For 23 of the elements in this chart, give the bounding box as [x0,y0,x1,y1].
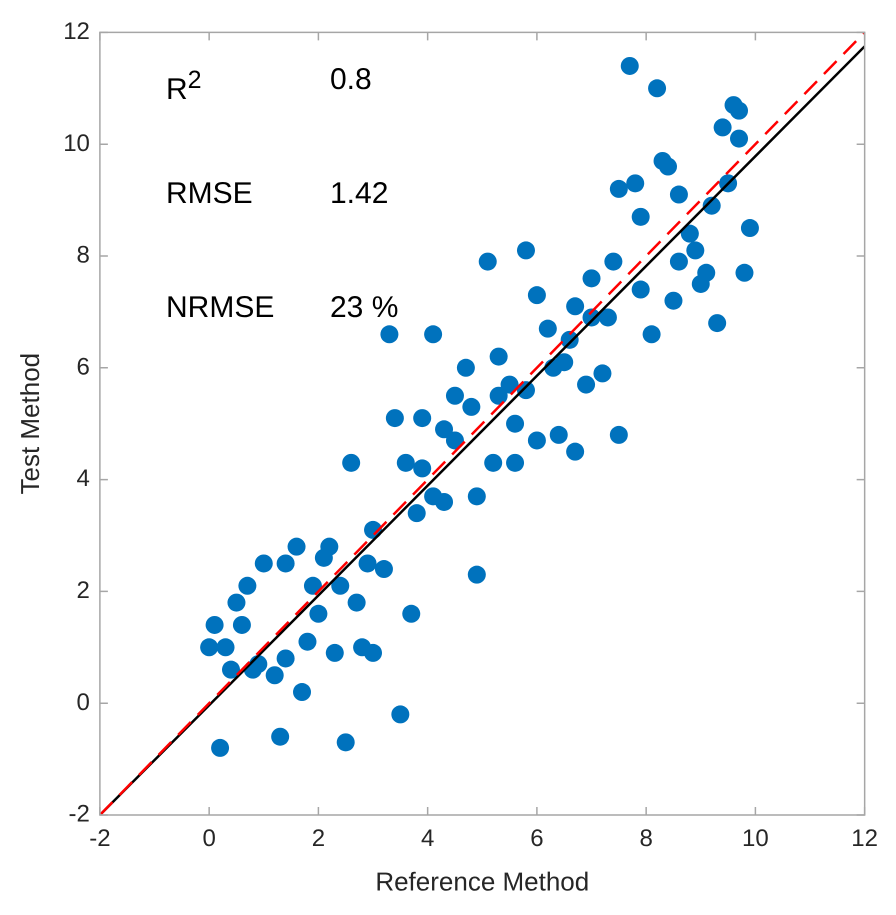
x-tick-label: 0 [202,825,216,852]
x-axis-title: Reference Method [375,866,590,897]
y-tick-label: -2 [68,800,90,828]
y-tick-label: 2 [76,577,90,604]
y-axis-title: Test Method [14,352,45,495]
annotation: 23 % [330,290,398,326]
annotation: 1.42 [330,176,388,212]
x-tick-label: 2 [312,825,326,852]
x-tick-label: 12 [851,825,878,852]
annotation: RMSE [166,176,253,212]
y-tick-label: 4 [76,465,90,492]
x-tick-label: 4 [420,825,434,852]
y-tick-label: 8 [76,242,90,269]
x-tick-label: 8 [639,825,653,852]
x-tick-label: 6 [530,825,544,852]
annotation: NRMSE [166,290,274,326]
y-tick-label: 10 [63,130,90,157]
y-tick-label: 0 [76,688,90,716]
y-tick-label: 12 [63,18,90,46]
y-tick-label: 6 [76,353,90,380]
annotation: 0.8 [330,62,372,98]
x-tick-label: 10 [742,825,769,852]
annotation: R$^{2}$ [166,65,202,108]
